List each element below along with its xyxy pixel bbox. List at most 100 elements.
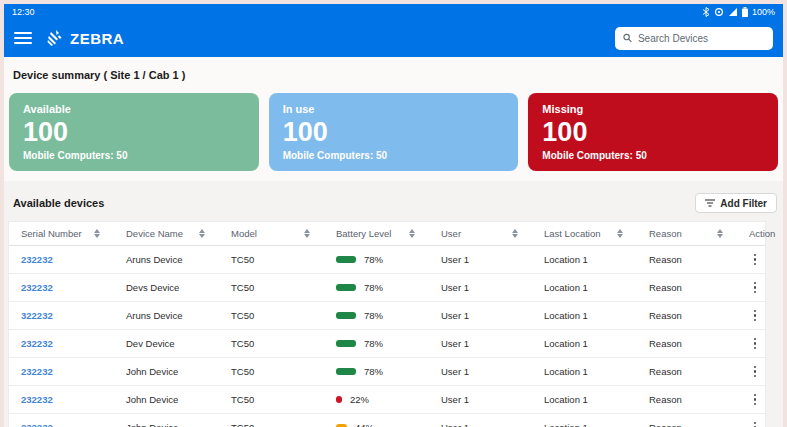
table-body: 232232Aruns DeviceTC5078%User 1Location …	[9, 246, 765, 427]
menu-icon[interactable]	[14, 32, 32, 44]
search-icon	[623, 33, 632, 43]
search-input[interactable]	[638, 33, 765, 44]
card-subtext: Mobile Computers: 50	[283, 150, 505, 161]
reason-cell: Reason	[637, 394, 737, 405]
battery-level-cell: 78%	[324, 254, 429, 265]
kebab-menu-icon[interactable]	[749, 418, 761, 427]
battery-level-cell: 44%	[324, 422, 429, 427]
zebra-head-icon	[46, 29, 66, 47]
model-cell: TC50	[219, 282, 324, 293]
kebab-menu-icon[interactable]	[749, 390, 761, 410]
device-name-cell: Aruns Device	[114, 310, 219, 321]
kebab-menu-icon[interactable]	[749, 362, 761, 382]
table-row: 232232Dev DeviceTC5078%User 1Location 1R…	[9, 330, 765, 358]
model-cell: TC50	[219, 310, 324, 321]
kebab-menu-icon[interactable]	[749, 250, 761, 270]
card-missing[interactable]: Missing 100 Mobile Computers: 50	[528, 93, 778, 171]
battery-level-cell: 78%	[324, 338, 429, 349]
column-header-reason[interactable]: Reason	[637, 222, 737, 245]
reason-cell: Reason	[637, 254, 737, 265]
user-cell: User 1	[429, 338, 532, 349]
device-name-cell: Aruns Device	[114, 254, 219, 265]
column-label: Model	[231, 228, 257, 239]
table-row: 232232John DeviceTC5078%User 1Location 1…	[9, 358, 765, 386]
column-header-user[interactable]: User	[429, 222, 532, 245]
app-toolbar: ZEBRA	[4, 19, 783, 57]
user-cell: User 1	[429, 394, 532, 405]
signal-icon	[728, 7, 738, 17]
column-header-device-name[interactable]: Device Name	[114, 222, 219, 245]
sort-icon[interactable]	[409, 229, 415, 238]
device-name-cell: John Device	[114, 394, 219, 405]
sort-icon[interactable]	[717, 229, 723, 238]
battery-bar-icon	[336, 340, 356, 347]
action-cell	[737, 278, 767, 298]
action-cell	[737, 390, 767, 410]
sort-icon[interactable]	[199, 229, 205, 238]
devices-table: Serial Number Device Name Model Battery Lev…	[8, 221, 766, 427]
card-label: In use	[283, 103, 505, 115]
battery-icon	[742, 7, 748, 17]
user-cell: User 1	[429, 282, 532, 293]
user-cell: User 1	[429, 366, 532, 377]
add-filter-button[interactable]: Add Filter	[695, 193, 777, 213]
last-location-cell: Location 1	[532, 422, 637, 427]
column-header-last-location[interactable]: Last Location	[532, 222, 637, 245]
card-in-use[interactable]: In use 100 Mobile Computers: 50	[269, 93, 519, 171]
table-row: 232232John DeviceTC5022%User 1Location 1…	[9, 386, 765, 414]
sort-icon[interactable]	[94, 229, 100, 238]
app-window: 12:30 100% ZEBRA	[4, 4, 783, 427]
serial-number-link[interactable]: 232232	[9, 422, 114, 427]
last-location-cell: Location 1	[532, 394, 637, 405]
column-header-action: Action	[737, 222, 767, 245]
serial-number-link[interactable]: 322232	[9, 310, 114, 321]
action-cell	[737, 250, 767, 270]
battery-percent: 44%	[355, 422, 374, 427]
user-cell: User 1	[429, 422, 532, 427]
serial-number-link[interactable]: 232232	[9, 338, 114, 349]
reason-cell: Reason	[637, 282, 737, 293]
sort-icon[interactable]	[617, 229, 623, 238]
battery-bar-icon	[336, 284, 356, 291]
reason-cell: Reason	[637, 338, 737, 349]
column-header-model[interactable]: Model	[219, 222, 324, 245]
last-location-cell: Location 1	[532, 310, 637, 321]
last-location-cell: Location 1	[532, 254, 637, 265]
device-name-cell: John Device	[114, 366, 219, 377]
action-cell	[737, 362, 767, 382]
model-cell: TC50	[219, 422, 324, 427]
kebab-menu-icon[interactable]	[749, 278, 761, 298]
column-label: Action	[749, 228, 775, 239]
zebra-logo: ZEBRA	[46, 29, 124, 47]
serial-number-link[interactable]: 232232	[9, 282, 114, 293]
model-cell: TC50	[219, 254, 324, 265]
summary-title: Device summary ( Site 1 / Cab 1 )	[8, 69, 779, 81]
kebab-menu-icon[interactable]	[749, 334, 761, 354]
serial-number-link[interactable]: 232232	[9, 394, 114, 405]
devices-title: Available devices	[13, 197, 104, 209]
last-location-cell: Location 1	[532, 282, 637, 293]
battery-level-cell: 78%	[324, 282, 429, 293]
sort-icon[interactable]	[304, 229, 310, 238]
battery-bar-icon	[336, 396, 342, 403]
device-summary-section: Device summary ( Site 1 / Cab 1 ) Availa…	[4, 57, 783, 181]
action-cell	[737, 418, 767, 427]
user-cell: User 1	[429, 254, 532, 265]
action-cell	[737, 334, 767, 354]
serial-number-link[interactable]: 232232	[9, 254, 114, 265]
user-cell: User 1	[429, 310, 532, 321]
card-label: Missing	[542, 103, 764, 115]
column-header-serial-number[interactable]: Serial Number	[9, 222, 114, 245]
reason-cell: Reason	[637, 422, 737, 427]
serial-number-link[interactable]: 232232	[9, 366, 114, 377]
sort-icon[interactable]	[512, 229, 518, 238]
kebab-menu-icon[interactable]	[749, 306, 761, 326]
battery-bar-icon	[336, 368, 356, 375]
battery-percent: 78%	[364, 338, 383, 349]
column-label: Device Name	[126, 228, 183, 239]
device-name-cell: Devs Device	[114, 282, 219, 293]
action-cell	[737, 306, 767, 326]
column-header-battery-level[interactable]: Battery Level	[324, 222, 429, 245]
card-available[interactable]: Available 100 Mobile Computers: 50	[9, 93, 259, 171]
search-box[interactable]	[615, 27, 773, 50]
